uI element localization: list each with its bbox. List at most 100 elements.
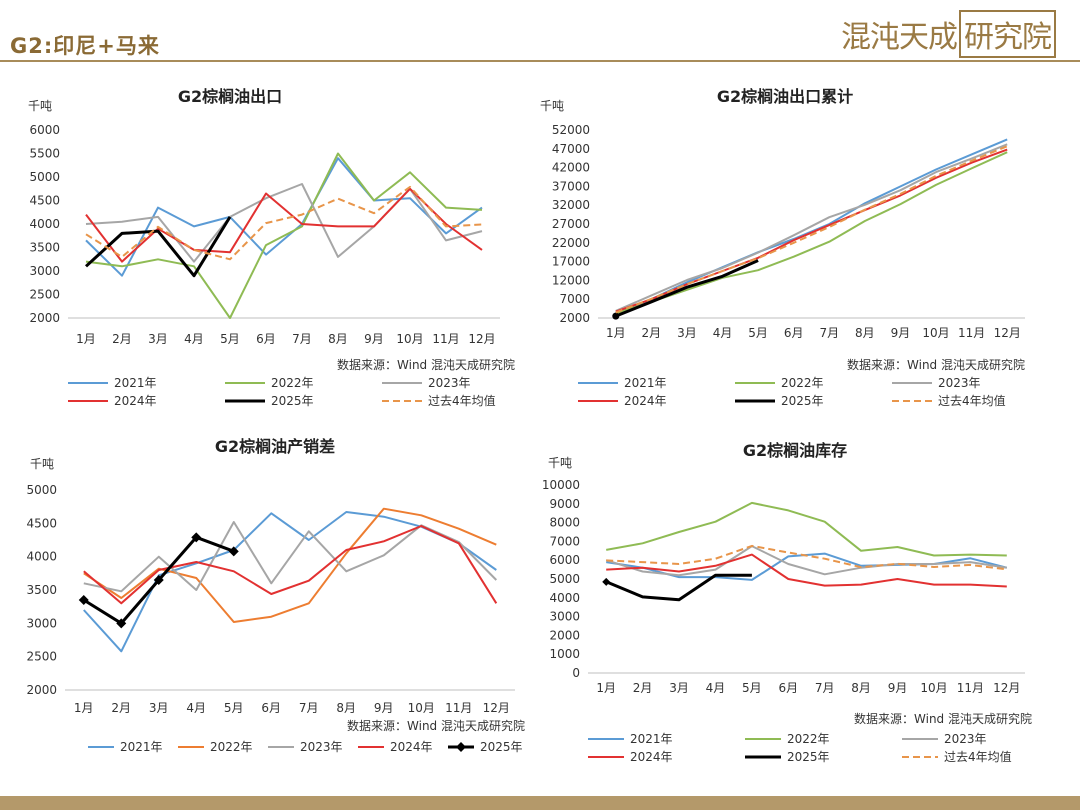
x-tick-label: 11月 bbox=[957, 681, 984, 695]
x-tick-label: 8月 bbox=[855, 326, 875, 340]
x-tick-label: 1月 bbox=[596, 681, 616, 695]
brand-main: 混沌天成 bbox=[841, 20, 958, 55]
y-tick-label: 4000 bbox=[26, 550, 57, 564]
y-tick-label: 8000 bbox=[549, 516, 580, 530]
y-tick-label: 47000 bbox=[552, 142, 590, 156]
legend-label: 过去4年均值 bbox=[428, 393, 496, 408]
legend-label: 2021年 bbox=[630, 732, 673, 746]
data-source-note: 数据来源：Wind 混沌天成研究院 bbox=[854, 711, 1032, 726]
x-tick-label: 5月 bbox=[748, 326, 768, 340]
x-tick-label: 3月 bbox=[669, 681, 689, 695]
footer-bar bbox=[0, 796, 1080, 810]
x-tick-label: 9月 bbox=[888, 681, 908, 695]
series-line bbox=[83, 507, 497, 623]
y-tick-label: 7000 bbox=[549, 534, 580, 548]
legend-label: 2023年 bbox=[300, 740, 343, 754]
y-tick-label: 10000 bbox=[542, 478, 580, 492]
y-axis-unit: 千吨 bbox=[28, 99, 52, 113]
y-tick-label: 2000 bbox=[549, 628, 580, 642]
series-line bbox=[606, 544, 1007, 571]
y-tick-label: 37000 bbox=[552, 179, 590, 193]
legend-label: 2021年 bbox=[114, 376, 157, 390]
x-tick-label: 3月 bbox=[677, 326, 697, 340]
series-line bbox=[615, 259, 759, 318]
x-tick-label: 4月 bbox=[713, 326, 733, 340]
x-tick-label: 11月 bbox=[445, 701, 472, 715]
legend-label: 2023年 bbox=[428, 376, 471, 390]
series-line bbox=[85, 157, 483, 277]
data-source-note: 数据来源：Wind 混沌天成研究院 bbox=[347, 718, 525, 733]
data-source-note: 数据来源：Wind 混沌天成研究院 bbox=[847, 357, 1025, 372]
y-tick-label: 3000 bbox=[549, 610, 580, 624]
x-tick-label: 2月 bbox=[112, 332, 132, 346]
x-tick-label: 4月 bbox=[184, 332, 204, 346]
legend-marker bbox=[456, 742, 466, 752]
x-tick-label: 6月 bbox=[778, 681, 798, 695]
series-line bbox=[84, 216, 232, 278]
series-marker bbox=[612, 312, 620, 320]
chart-title: G2棕榈油产销差 bbox=[215, 437, 335, 456]
series-line bbox=[605, 573, 752, 602]
legend-label: 2025年 bbox=[787, 750, 830, 764]
series-line bbox=[85, 152, 483, 319]
y-tick-label: 6000 bbox=[29, 123, 60, 137]
x-tick-label: 9月 bbox=[891, 326, 911, 340]
x-tick-label: 2月 bbox=[111, 701, 131, 715]
y-tick-label: 42000 bbox=[552, 161, 590, 175]
legend-label: 2024年 bbox=[114, 394, 157, 408]
x-tick-label: 5月 bbox=[742, 681, 762, 695]
legend-label: 2023年 bbox=[938, 376, 981, 390]
y-tick-label: 3500 bbox=[29, 241, 60, 255]
page-header: G2:印尼+马来 混沌天成 研究院 bbox=[0, 0, 1080, 62]
y-tick-label: 4500 bbox=[26, 516, 57, 530]
y-tick-label: 52000 bbox=[552, 123, 590, 137]
x-tick-label: 8月 bbox=[328, 332, 348, 346]
legend-label: 2024年 bbox=[624, 394, 667, 408]
brand-box: 研究院 bbox=[959, 10, 1056, 58]
x-tick-label: 10月 bbox=[396, 332, 423, 346]
x-tick-label: 7月 bbox=[815, 681, 835, 695]
legend-label: 2022年 bbox=[210, 740, 253, 754]
y-tick-label: 22000 bbox=[552, 236, 590, 250]
x-tick-label: 3月 bbox=[148, 332, 168, 346]
y-axis-unit: 千吨 bbox=[548, 456, 572, 470]
legend-label: 2025年 bbox=[480, 740, 523, 754]
x-tick-label: 1月 bbox=[606, 326, 626, 340]
x-tick-label: 7月 bbox=[292, 332, 312, 346]
x-tick-label: 5月 bbox=[220, 332, 240, 346]
legend-label: 2022年 bbox=[787, 732, 830, 746]
y-tick-label: 5000 bbox=[26, 483, 57, 497]
brand-logo: 混沌天成 研究院 bbox=[841, 10, 1056, 58]
x-tick-label: 3月 bbox=[149, 701, 169, 715]
x-tick-label: 6月 bbox=[256, 332, 276, 346]
chart-title: G2棕榈油库存 bbox=[743, 441, 847, 460]
x-tick-label: 11月 bbox=[432, 332, 459, 346]
legend-label: 2025年 bbox=[781, 394, 824, 408]
series-line bbox=[615, 151, 1008, 315]
series-marker bbox=[191, 532, 202, 543]
series-line bbox=[83, 525, 498, 605]
y-tick-label: 3000 bbox=[29, 264, 60, 278]
x-tick-label: 7月 bbox=[819, 326, 839, 340]
y-tick-label: 17000 bbox=[552, 255, 590, 269]
x-tick-label: 9月 bbox=[374, 701, 394, 715]
y-tick-label: 2000 bbox=[26, 683, 57, 697]
x-tick-label: 11月 bbox=[958, 326, 985, 340]
y-tick-label: 4000 bbox=[549, 591, 580, 605]
y-tick-label: 2000 bbox=[29, 311, 60, 325]
y-tick-label: 0 bbox=[572, 666, 580, 680]
x-tick-label: 9月 bbox=[364, 332, 384, 346]
y-tick-label: 4000 bbox=[29, 217, 60, 231]
x-tick-label: 4月 bbox=[706, 681, 726, 695]
y-tick-label: 2500 bbox=[29, 288, 60, 302]
series-marker bbox=[153, 575, 164, 585]
y-tick-label: 3000 bbox=[26, 616, 57, 630]
x-tick-label: 5月 bbox=[224, 701, 244, 715]
x-tick-label: 6月 bbox=[784, 326, 804, 340]
y-tick-label: 5000 bbox=[549, 572, 580, 586]
y-axis-unit: 千吨 bbox=[540, 99, 564, 113]
y-tick-label: 5000 bbox=[29, 170, 60, 184]
